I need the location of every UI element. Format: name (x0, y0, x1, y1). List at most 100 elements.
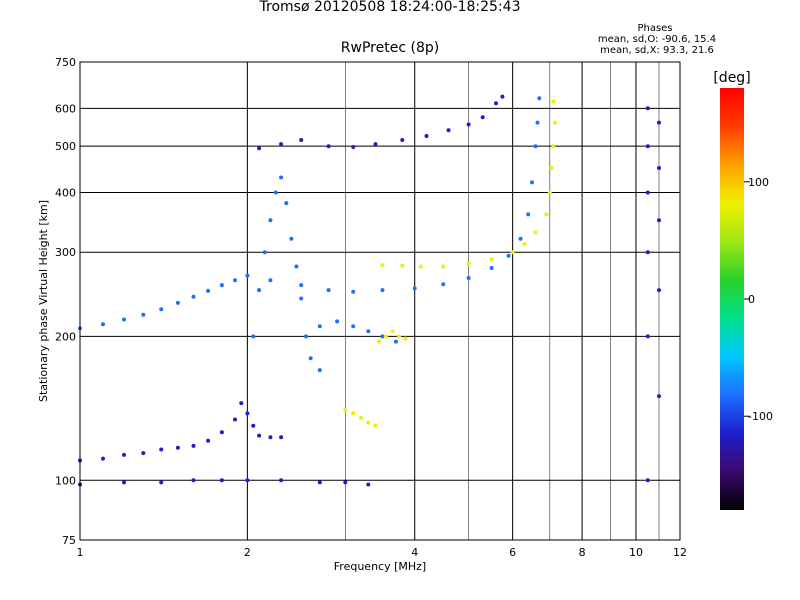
data-point (547, 190, 552, 195)
plot-area (80, 62, 680, 540)
x-tick-label: 4 (411, 546, 418, 559)
data-point (262, 250, 267, 255)
data-point (537, 96, 542, 101)
data-point (553, 120, 557, 125)
data-point (219, 430, 224, 435)
data-point (257, 146, 262, 151)
data-point (206, 438, 211, 443)
data-point (373, 142, 378, 147)
y-tick-label: 400 (55, 186, 76, 199)
data-point (466, 261, 471, 266)
data-point (645, 250, 650, 255)
data-point (289, 236, 294, 241)
data-point (466, 276, 471, 280)
data-point (219, 283, 224, 288)
colorbar (720, 88, 744, 510)
data-points (78, 94, 661, 487)
data-point (101, 322, 105, 327)
data-point (268, 278, 273, 283)
colorbar-ticks: 100 0 -100 (744, 176, 773, 423)
stats-line-o: mean, sd,O: -90.6, 15.4 (597, 34, 717, 45)
y-tick-label: 750 (55, 56, 76, 69)
data-point (645, 334, 650, 339)
data-point (317, 480, 322, 485)
data-point (377, 339, 381, 344)
data-point (268, 435, 273, 440)
data-point (366, 329, 371, 334)
data-point (366, 482, 371, 487)
grid (80, 62, 680, 540)
x-tick-label: 12 (673, 546, 687, 559)
data-point (506, 253, 511, 258)
data-point (191, 294, 196, 299)
data-point (279, 175, 284, 180)
data-point (380, 263, 385, 268)
stats-line-x: mean, sd,X: 93.3, 21.6 (600, 45, 714, 56)
data-point (657, 394, 661, 399)
data-point (175, 300, 180, 305)
data-point (489, 257, 494, 262)
chart-subtitle: RwPretec (8p) (340, 40, 440, 56)
data-point (645, 106, 650, 111)
data-point (551, 99, 556, 104)
data-point (533, 144, 538, 149)
data-point (390, 329, 395, 334)
data-point (441, 264, 446, 269)
data-point (191, 478, 196, 483)
data-point (159, 447, 164, 452)
data-point (326, 144, 331, 149)
stats-heading: Phases (637, 23, 673, 34)
data-point (335, 319, 340, 324)
data-point (206, 288, 211, 293)
data-point (159, 480, 164, 485)
data-point (657, 288, 661, 293)
data-point (535, 120, 540, 125)
data-point (657, 120, 661, 125)
data-point (343, 408, 348, 413)
data-point (159, 307, 164, 312)
data-point (279, 478, 284, 483)
colorbar-tick-label: -100 (748, 410, 773, 423)
data-point (279, 435, 284, 440)
data-point (351, 411, 356, 416)
data-point (257, 433, 262, 438)
data-point (326, 288, 331, 293)
data-point (251, 334, 256, 339)
x-tick-label: 6 (509, 546, 516, 559)
data-point (500, 94, 505, 99)
data-point (480, 115, 485, 120)
data-point (317, 324, 322, 329)
chart-title: Tromsø 20120508 18:24:00-18:25:43 (259, 0, 521, 15)
data-point (308, 356, 313, 361)
data-point (645, 478, 650, 483)
data-point (489, 266, 494, 270)
x-axis-label: Frequency [MHz] (334, 560, 426, 573)
data-point (299, 296, 304, 301)
data-point (101, 456, 105, 461)
data-point (279, 142, 284, 147)
data-point (424, 134, 429, 138)
data-point (393, 339, 398, 344)
data-point (122, 452, 126, 457)
data-point (317, 368, 322, 373)
data-point (494, 101, 498, 106)
data-point (273, 190, 278, 195)
data-point (397, 334, 402, 339)
data-point (400, 138, 405, 142)
data-point (233, 278, 237, 283)
data-point (284, 201, 289, 206)
data-point (380, 288, 385, 293)
data-point (526, 212, 531, 217)
data-point (412, 286, 417, 291)
data-point (351, 145, 356, 149)
x-tick-label: 8 (579, 546, 586, 559)
data-point (510, 250, 515, 255)
plot-frame (79, 61, 681, 541)
data-point (257, 288, 262, 293)
data-point (122, 480, 126, 485)
data-point (530, 180, 534, 185)
data-point (418, 264, 423, 269)
data-point (219, 478, 224, 483)
y-tick-label: 600 (55, 102, 76, 115)
